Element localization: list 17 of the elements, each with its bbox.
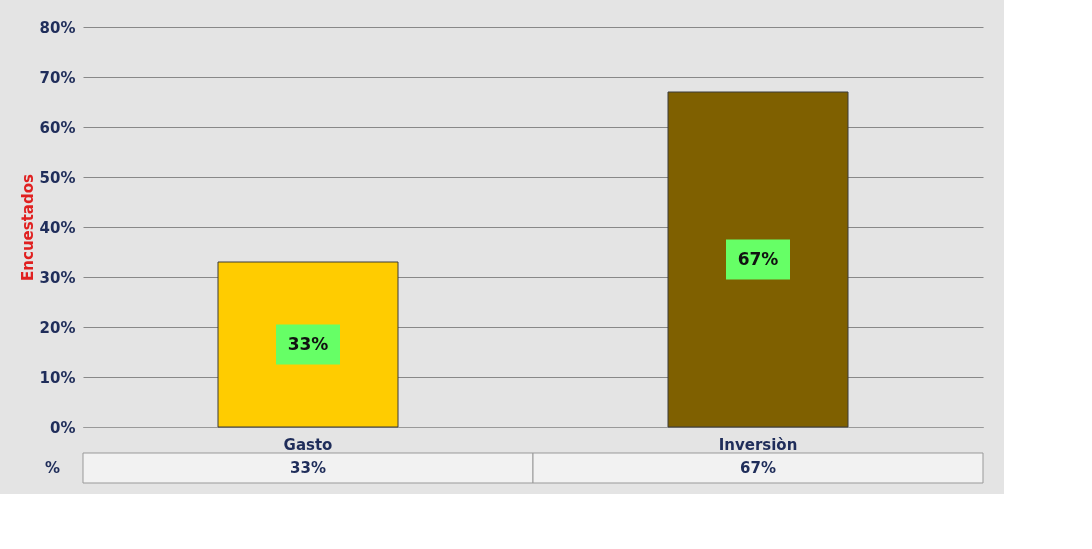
x-tick-label: Gasto bbox=[283, 435, 333, 454]
text: 33% bbox=[287, 333, 329, 354]
y-tick-label: 60% bbox=[39, 118, 76, 137]
y-tick-label: 20% bbox=[39, 318, 76, 337]
x-tick-label: Inversiòn bbox=[718, 435, 798, 454]
text: % bbox=[45, 459, 61, 477]
y-tick-label: 80% bbox=[39, 18, 76, 37]
y-tick-label: 50% bbox=[39, 168, 76, 187]
text: 33% bbox=[290, 459, 326, 477]
y-tick-label: 0% bbox=[50, 418, 76, 437]
text: 67% bbox=[737, 248, 779, 269]
y-tick-label: 10% bbox=[39, 368, 76, 387]
y-tick-label: 70% bbox=[39, 68, 76, 87]
y-tick-label: 40% bbox=[39, 218, 76, 237]
y-axis-title: Encuestados bbox=[18, 174, 37, 281]
text: 67% bbox=[740, 459, 776, 477]
y-tick-label: 30% bbox=[39, 268, 76, 287]
